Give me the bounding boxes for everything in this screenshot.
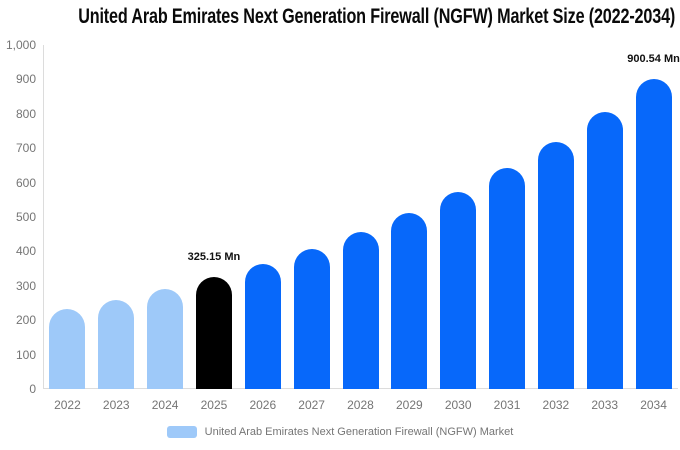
- y-axis-tick-label: 300: [15, 278, 36, 293]
- bar-2031[interactable]: [489, 168, 526, 389]
- legend-swatch: [166, 426, 197, 438]
- legend-item[interactable]: United Arab Emirates Next Generation Fir…: [166, 426, 514, 438]
- y-axis-tick-label: 700: [15, 141, 36, 156]
- bar-value-label-2025: 325.15 Mn: [187, 251, 241, 264]
- legend: United Arab Emirates Next Generation Fir…: [0, 426, 680, 438]
- y-axis-tick-label: 1,000: [5, 38, 36, 52]
- x-axis-label-2031: 2031: [493, 398, 521, 412]
- bar-value-label-2034: 900.54 Mn: [627, 53, 680, 66]
- bar-2022[interactable]: [49, 309, 86, 389]
- bar-2033[interactable]: [586, 112, 623, 389]
- x-axis-label-2032: 2032: [542, 398, 570, 412]
- y-axis-tick-label: 0: [29, 382, 36, 396]
- x-axis-label-2024: 2024: [151, 398, 179, 412]
- y-axis-tick-label: 900: [15, 72, 36, 87]
- x-axis-label-2026: 2026: [249, 398, 277, 412]
- y-axis-tick-label: 200: [15, 313, 36, 328]
- y-axis-tick-label: 600: [15, 175, 36, 190]
- x-axis-label-2033: 2033: [591, 398, 619, 412]
- bar-2030[interactable]: [440, 192, 477, 389]
- chart-title: United Arab Emirates Next Generation Fir…: [78, 5, 676, 28]
- y-axis-tick-label: 400: [15, 244, 36, 259]
- x-axis-label-2023: 2023: [102, 398, 130, 412]
- bar-2034[interactable]: [635, 79, 672, 389]
- x-axis-label-2025: 2025: [200, 398, 228, 412]
- y-axis-tick-label: 800: [15, 106, 36, 121]
- x-axis-label-2022: 2022: [54, 398, 81, 412]
- x-axis-label-2027: 2027: [298, 398, 325, 412]
- legend-label: United Arab Emirates Next Generation Fir…: [204, 426, 514, 438]
- bar-2026[interactable]: [244, 263, 281, 389]
- bar-2025[interactable]: [195, 277, 232, 389]
- y-axis-tick-label: 100: [15, 347, 36, 362]
- x-axis-label-2030: 2030: [444, 398, 472, 412]
- bar-2023[interactable]: [98, 299, 135, 389]
- bar-2029[interactable]: [391, 213, 428, 389]
- y-axis-tick-label: 500: [15, 210, 36, 224]
- x-axis-label-2029: 2029: [395, 398, 423, 412]
- bar-2027[interactable]: [293, 248, 330, 389]
- bar-2024[interactable]: [147, 289, 184, 389]
- x-axis-label-2034: 2034: [640, 398, 667, 412]
- x-axis-label-2028: 2028: [347, 398, 374, 412]
- bar-2028[interactable]: [342, 231, 379, 389]
- bar-2032[interactable]: [537, 142, 574, 389]
